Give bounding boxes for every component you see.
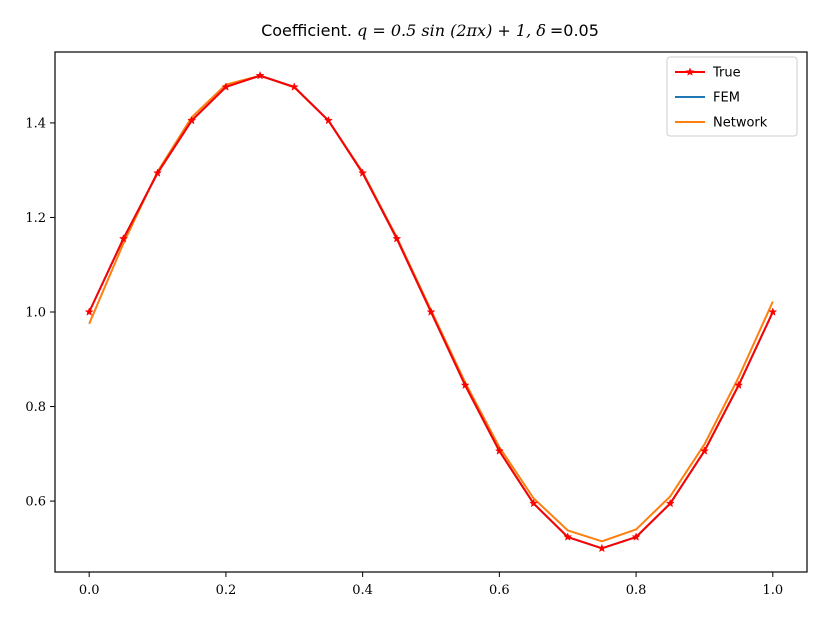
y-tick-label: 1.4 bbox=[25, 116, 46, 131]
y-tick-label: 0.8 bbox=[25, 400, 46, 415]
data-point-true bbox=[768, 307, 778, 316]
title-prefix: Coefficient. bbox=[261, 21, 357, 40]
x-tick-label: 0.8 bbox=[626, 583, 647, 598]
data-point-true bbox=[323, 115, 333, 125]
legend-label-true: True bbox=[712, 66, 741, 81]
legend-marker-true bbox=[685, 67, 695, 76]
title-suffix: =0.05 bbox=[550, 21, 599, 40]
plot-area bbox=[84, 70, 778, 553]
title-formula: q = 0.5 sin (2πx) + 1, δ bbox=[357, 21, 546, 40]
data-point-true bbox=[289, 82, 299, 91]
axes-frame bbox=[54, 51, 808, 573]
legend-entry-fem: FEM bbox=[675, 91, 740, 106]
data-point-true bbox=[84, 307, 94, 316]
x-tick-label: 0.6 bbox=[489, 583, 510, 598]
data-point-true bbox=[426, 307, 436, 316]
y-tick-label: 1.2 bbox=[25, 211, 46, 226]
legend-entries: True FEM Network bbox=[675, 66, 768, 131]
x-tick-label: 1.0 bbox=[762, 583, 783, 598]
data-point-true bbox=[187, 115, 197, 125]
legend-box bbox=[666, 56, 798, 137]
data-point-true bbox=[221, 82, 231, 91]
data-point-true bbox=[153, 168, 163, 177]
legend: True FEM Network bbox=[666, 56, 798, 137]
legend-label-fem: FEM bbox=[713, 91, 740, 106]
chart-title: Coefficient. q = 0.5 sin (2πx) + 1, δ =0… bbox=[261, 21, 599, 40]
legend-entry-network: Network bbox=[675, 116, 768, 131]
x-tick-label: 0.4 bbox=[352, 583, 373, 598]
data-point-true bbox=[563, 532, 573, 541]
data-point-true bbox=[494, 446, 504, 455]
x-tick-label: 0.2 bbox=[216, 583, 237, 598]
legend-entry-true: True bbox=[675, 66, 741, 81]
y-tick-label: 0.6 bbox=[25, 495, 46, 510]
x-axis: 0.0 0.2 0.4 0.6 0.8 1.0 bbox=[79, 572, 783, 598]
y-axis: 0.6 0.8 1.0 1.2 1.4 bbox=[25, 116, 55, 510]
data-point-true bbox=[529, 498, 539, 508]
y-tick-label: 1.0 bbox=[25, 306, 46, 321]
data-point-true bbox=[460, 380, 470, 390]
data-point-true bbox=[597, 543, 607, 553]
legend-label-network: Network bbox=[713, 116, 768, 131]
data-point-true bbox=[699, 446, 709, 455]
x-tick-label: 0.0 bbox=[79, 583, 100, 598]
data-point-true bbox=[734, 380, 744, 390]
data-point-true bbox=[358, 168, 368, 177]
data-point-true bbox=[118, 234, 128, 243]
data-point-true bbox=[665, 498, 675, 508]
data-point-true bbox=[392, 234, 402, 243]
data-point-true bbox=[255, 70, 265, 80]
data-point-true bbox=[631, 532, 641, 541]
